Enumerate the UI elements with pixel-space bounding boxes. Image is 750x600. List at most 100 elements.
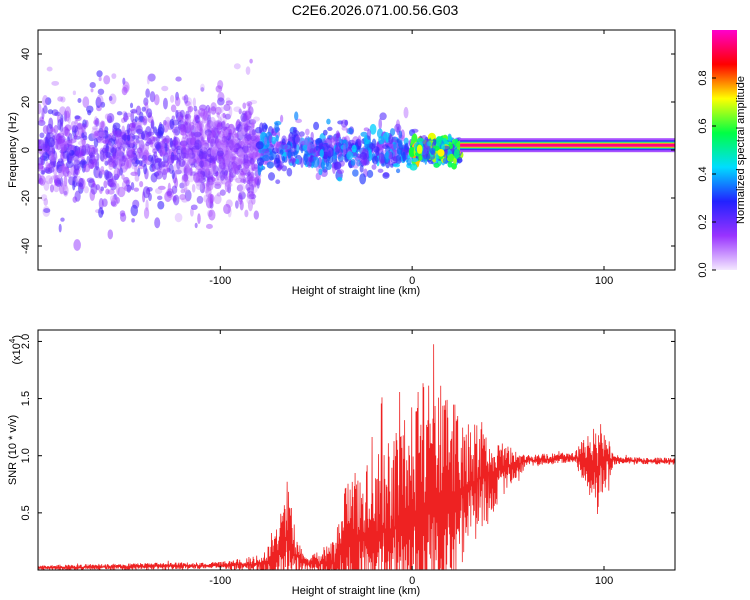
heatmap-mark (58, 165, 66, 174)
heatmap-mark (48, 117, 54, 129)
heatmap-mark (238, 191, 246, 200)
heatmap-mark (51, 80, 60, 86)
heatmap-mark (193, 172, 201, 183)
heatmap-mark (448, 135, 452, 140)
heatmap-mark (122, 77, 126, 85)
heatmap-mark (238, 108, 242, 115)
heatmap-mark (69, 149, 75, 157)
heatmap-mark (207, 193, 213, 204)
heatmap-mark (210, 138, 215, 147)
heatmap-mark (299, 131, 305, 137)
heatmap-mark (181, 175, 188, 187)
heatmap-mark (435, 153, 439, 162)
heatmap-mark (241, 138, 246, 144)
heatmap-mark (251, 121, 255, 132)
heatmap-mark (146, 108, 153, 118)
heatmap-mark (205, 162, 210, 170)
heatmap-mark (447, 161, 453, 168)
heatmap-mark (99, 149, 105, 162)
heatmap-mark (122, 115, 130, 121)
heatmap-mark (154, 217, 161, 229)
heatmap-mark (236, 164, 242, 171)
heatmap-mark (134, 174, 140, 182)
heatmap-mark (219, 106, 224, 114)
heatmap-mark (300, 157, 304, 168)
heatmap-mark (201, 181, 206, 194)
heatmap-mark (53, 174, 58, 179)
heatmap-mark (176, 148, 182, 155)
heatmap-mark (143, 207, 150, 219)
heatmap-mark (162, 168, 167, 181)
heatmap-mark (377, 168, 384, 173)
heatmap-mark (236, 129, 244, 141)
heatmap-mark (141, 147, 148, 153)
svg-text:(x104): (x104) (8, 335, 23, 365)
snr-frame (37, 329, 676, 571)
heatmap-mark (214, 135, 219, 145)
heatmap-mark (39, 155, 48, 161)
spectrogram-xlabel: Height of straight line (km) (292, 285, 420, 297)
heatmap-mark (294, 111, 299, 121)
heatmap-mark (238, 121, 243, 131)
heatmap-mark (129, 102, 134, 109)
heatmap-mark (175, 76, 182, 82)
heatmap-mark (247, 199, 253, 212)
heatmap-mark (111, 73, 117, 79)
heatmap-mark (83, 163, 91, 173)
heatmap-mark (145, 187, 151, 195)
heatmap-mark (130, 204, 139, 217)
heatmap-mark (210, 146, 217, 158)
heatmap-mark (261, 122, 268, 133)
heatmap-mark (205, 104, 211, 113)
heatmap-mark (411, 128, 419, 133)
heatmap-mark (315, 145, 319, 151)
colorbar: 0.0 0.2 0.4 0.6 0.8 Normalized spectral ampl… (697, 30, 747, 278)
heatmap-mark (205, 223, 213, 230)
heatmap-mark (187, 158, 195, 163)
snr-xtick-label: 100 (595, 575, 613, 587)
heatmap-marks (38, 58, 675, 251)
heatmap-mark (60, 217, 65, 222)
heatmap-mark (190, 163, 196, 168)
spectrogram-ytick-label: 0 (20, 147, 32, 153)
heatmap-mark (392, 163, 401, 168)
heatmap-mark (74, 115, 81, 120)
heatmap-mark (75, 150, 84, 157)
heatmap-mark (62, 184, 69, 197)
heatmap-mark (68, 156, 73, 161)
heatmap-mark (161, 85, 169, 92)
heatmap-mark (210, 106, 217, 115)
heatmap-mark (404, 142, 409, 150)
heatmap-mark (114, 155, 123, 166)
heatmap-mark (184, 179, 190, 187)
heatmap-mark (184, 189, 192, 202)
heatmap-mark (39, 132, 45, 139)
heatmap-mark (126, 123, 131, 135)
spectrogram-heatmap (38, 58, 675, 251)
heatmap-mark (62, 166, 70, 177)
heatmap-mark (357, 135, 362, 147)
heatmap-mark (325, 162, 332, 171)
heatmap-mark (135, 138, 140, 144)
heatmap-mark (249, 58, 253, 64)
heatmap-mark (275, 154, 280, 164)
snr-scale-label: (x104) (8, 335, 23, 365)
heatmap-mark (96, 135, 105, 144)
heatmap-mark (382, 131, 390, 142)
heatmap-mark (242, 137, 248, 147)
heatmap-mark (156, 134, 160, 145)
heatmap-mark (237, 148, 244, 160)
heatmap-mark (319, 149, 324, 158)
heatmap-mark (269, 151, 274, 161)
heatmap-mark (170, 155, 178, 161)
heatmap-mark (38, 103, 42, 115)
heatmap-mark (321, 138, 330, 144)
heatmap-mark (159, 149, 163, 157)
spectrogram-xtick-label: -100 (209, 275, 231, 287)
heatmap-mark (175, 91, 179, 101)
heatmap-mark (229, 171, 234, 183)
heatmap-mark (238, 173, 246, 180)
heatmap-mark (267, 172, 276, 181)
heatmap-mark (236, 184, 244, 192)
